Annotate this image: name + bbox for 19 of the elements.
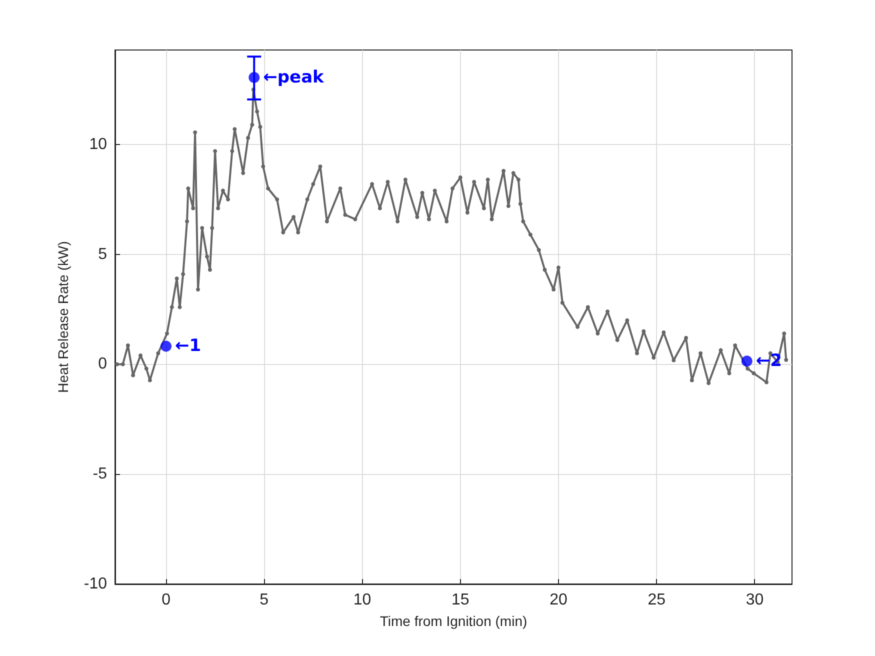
point [248,72,260,83]
annotation: ←1 [175,336,202,356]
y-tick-label: -5 [92,466,108,483]
annotation: ←peak [263,67,325,88]
y-tick-label: 0 [98,356,108,373]
y-tick-label: 10 [89,136,108,153]
point [160,340,172,352]
y-axis-title: Heat Release Rate (kW) [55,241,71,393]
x-tick-label: 0 [162,592,171,608]
x-tick-label: 20 [550,592,568,608]
y-tick-label: 5 [98,246,108,263]
x-tick-label: 10 [353,592,372,608]
x-axis-title: Time from Ignition (min) [380,613,528,629]
x-tick-label: 15 [451,592,470,608]
x-tick-label: 30 [746,592,764,608]
point [741,356,752,367]
x-tick-label: 25 [648,592,666,608]
y-tick-label: -10 [84,576,108,592]
x-tick-label: 5 [260,592,269,608]
